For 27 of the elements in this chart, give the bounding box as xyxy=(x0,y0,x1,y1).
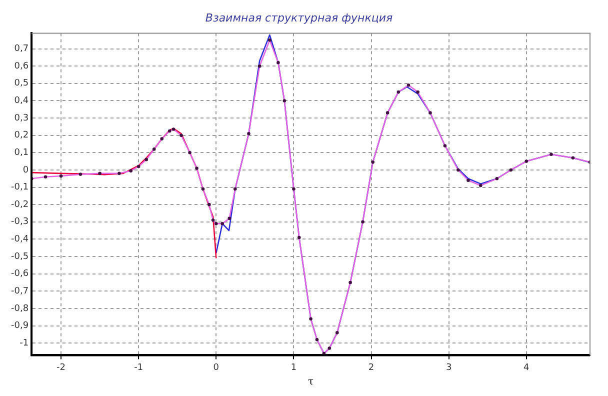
y-tick-label: 0 xyxy=(22,165,29,176)
y-tick-label: 0,1 xyxy=(14,148,29,158)
y-tick-label: -0,6 xyxy=(11,269,29,280)
y-tick-label: -0,8 xyxy=(11,304,29,314)
y-tick-label: -0,1 xyxy=(11,182,29,193)
x-axis-title: τ xyxy=(308,376,314,388)
chart-title: Взаимная структурная функция xyxy=(205,11,393,24)
y-tick-label: -0,5 xyxy=(11,252,29,262)
x-tick-label: 4 xyxy=(524,362,530,373)
x-tick-label: 0 xyxy=(213,362,220,373)
x-tick-label: 3 xyxy=(446,362,452,373)
y-tick-label: -0,2 xyxy=(11,200,29,210)
y-tick-label: 0,6 xyxy=(14,61,29,72)
y-tick-label: 0,4 xyxy=(14,96,29,106)
y-tick-label: -0,4 xyxy=(11,234,29,245)
x-tick-label: 2 xyxy=(368,362,374,373)
y-tick-label: 0,7 xyxy=(14,44,29,54)
y-tick-label: -0,3 xyxy=(11,217,29,228)
x-tick-label: -2 xyxy=(56,362,66,373)
y-tick-label: -0,9 xyxy=(11,321,29,332)
y-tick-label: -1 xyxy=(20,338,29,348)
y-tick-label: 0,3 xyxy=(14,113,29,124)
y-tick-label: 0,2 xyxy=(14,130,29,141)
y-tick-label: -0,7 xyxy=(11,286,29,296)
y-tick-label: 0,5 xyxy=(14,78,29,89)
x-tick-label: -1 xyxy=(134,362,144,373)
x-tick-label: 1 xyxy=(290,362,297,373)
